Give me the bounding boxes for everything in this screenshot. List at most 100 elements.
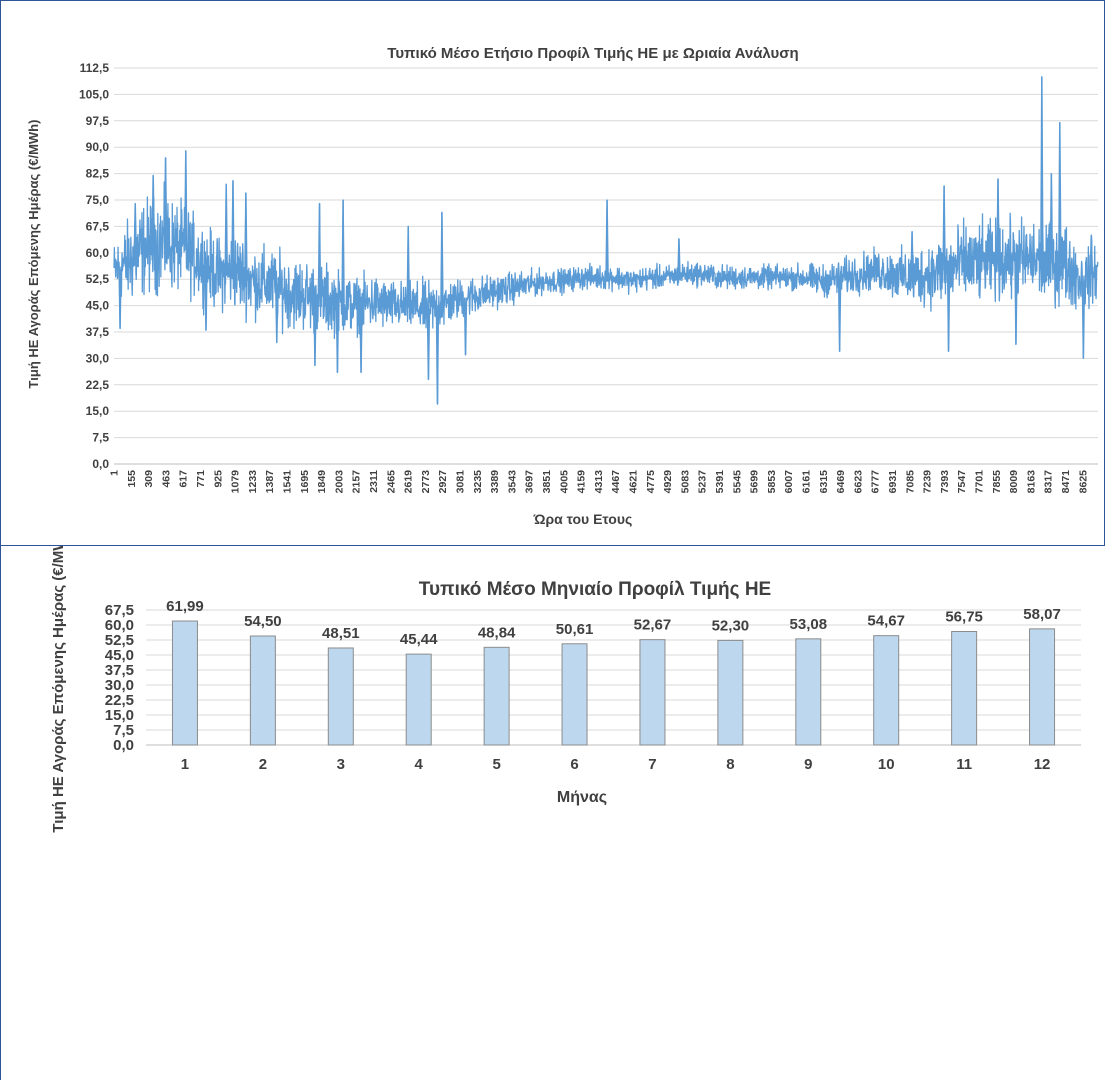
monthly-x-tick-label: 8 bbox=[726, 756, 734, 773]
hourly-y-tick-label: 15,0 bbox=[86, 404, 110, 418]
hourly-x-tick-label: 8317 bbox=[1043, 470, 1055, 494]
hourly-x-tick-label: 5699 bbox=[749, 470, 761, 494]
monthly-bar-value-label: 48,51 bbox=[322, 625, 360, 642]
hourly-x-tick-label: 2465 bbox=[385, 470, 397, 494]
hourly-x-tick-label: 155 bbox=[126, 470, 138, 488]
hourly-x-tick-label: 5083 bbox=[679, 470, 691, 494]
hourly-x-tick-label: 5545 bbox=[731, 470, 743, 494]
hourly-x-tick-label: 2619 bbox=[403, 470, 415, 494]
hourly-y-tick-label: 60,0 bbox=[86, 246, 110, 260]
hourly-x-tick-label: 4467 bbox=[610, 470, 622, 494]
hourly-x-tick-label: 8009 bbox=[1008, 470, 1020, 494]
hourly-x-tick-label: 5853 bbox=[766, 470, 778, 494]
monthly-y-tick-label: 7,5 bbox=[113, 722, 134, 739]
hourly-x-tick-label: 2003 bbox=[333, 470, 345, 494]
monthly-bar-value-label: 58,07 bbox=[1023, 606, 1061, 623]
hourly-y-tick-label: 97,5 bbox=[86, 114, 110, 128]
monthly-x-tick-label: 12 bbox=[1034, 756, 1051, 773]
hourly-y-tick-label: 45,0 bbox=[86, 299, 110, 313]
monthly-x-tick-label: 6 bbox=[570, 756, 578, 773]
monthly-bar bbox=[483, 646, 510, 746]
monthly-y-tick-label: 45,0 bbox=[105, 647, 134, 664]
monthly-bar bbox=[405, 653, 432, 746]
hourly-y-tick-label: 37,5 bbox=[86, 325, 110, 339]
monthly-y-tick-label: 52,5 bbox=[105, 632, 134, 649]
monthly-bar bbox=[1029, 628, 1056, 746]
hourly-x-tick-label: 1387 bbox=[264, 470, 276, 494]
hourly-price-line-chart: Τυπικό Μέσο Ετήσιο Προφίλ Τιμής ΗΕ με Ωρ… bbox=[26, 45, 1099, 527]
hourly-x-tick-label: 463 bbox=[160, 470, 172, 488]
hourly-x-tick-label: 925 bbox=[212, 470, 224, 488]
hourly-x-tick-label: 4775 bbox=[645, 470, 657, 494]
hourly-x-tick-label: 3235 bbox=[472, 470, 484, 494]
monthly-price-chart-panel: Τυπικό Μέσο Μηνιαίο Προφίλ Τιμής ΗΕ Μήνα… bbox=[0, 545, 1105, 1080]
monthly-chart-title: Τυπικό Μέσο Μηνιαίο Προφίλ Τιμής ΗΕ bbox=[419, 579, 771, 600]
hourly-y-tick-label: 30,0 bbox=[86, 351, 110, 365]
hourly-x-tick-label: 1 bbox=[109, 470, 121, 476]
monthly-x-tick-label: 10 bbox=[878, 756, 895, 773]
monthly-x-tick-label: 2 bbox=[259, 756, 267, 773]
hourly-x-tick-label: 7239 bbox=[922, 470, 934, 494]
hourly-x-tick-label: 3851 bbox=[541, 470, 553, 494]
hourly-price-chart-panel: Τυπικό Μέσο Ετήσιο Προφίλ Τιμής ΗΕ με Ωρ… bbox=[0, 0, 1105, 545]
hourly-x-tick-label: 1849 bbox=[316, 470, 328, 494]
hourly-y-tick-label: 75,0 bbox=[86, 193, 110, 207]
monthly-bar bbox=[639, 639, 666, 746]
monthly-chart-y-axis-label: Τιμή ΗΕ Αγοράς Επόμενης Ημέρας (€/MWh) bbox=[50, 546, 67, 833]
hourly-x-tick-label: 4005 bbox=[558, 470, 570, 494]
monthly-bar bbox=[171, 620, 198, 746]
hourly-x-tick-label: 1695 bbox=[299, 470, 311, 494]
monthly-bar bbox=[795, 638, 822, 746]
hourly-x-tick-label: 7701 bbox=[974, 470, 986, 494]
monthly-bar bbox=[717, 639, 744, 746]
hourly-y-tick-label: 22,5 bbox=[86, 378, 110, 392]
hourly-x-tick-label: 5237 bbox=[697, 470, 709, 494]
hourly-y-tick-label: 112,5 bbox=[80, 61, 110, 75]
hourly-x-tick-label: 4159 bbox=[576, 470, 588, 494]
hourly-price-series-line bbox=[113, 76, 1099, 405]
hourly-chart-x-axis-label: Ώρα του Ετους bbox=[533, 511, 633, 527]
monthly-bar-value-label: 53,08 bbox=[790, 616, 828, 633]
hourly-x-tick-label: 5391 bbox=[714, 470, 726, 494]
monthly-x-tick-label: 3 bbox=[337, 756, 345, 773]
hourly-y-tick-label: 90,0 bbox=[86, 140, 110, 154]
monthly-bar bbox=[249, 635, 276, 746]
monthly-bar-value-label: 52,67 bbox=[634, 617, 672, 634]
monthly-bar-value-label: 56,75 bbox=[945, 609, 983, 626]
hourly-x-tick-label: 3543 bbox=[506, 470, 518, 494]
monthly-y-tick-label: 60,0 bbox=[105, 617, 134, 634]
hourly-x-tick-label: 4313 bbox=[593, 470, 605, 494]
monthly-x-tick-label: 4 bbox=[415, 756, 424, 773]
hourly-x-tick-label: 7547 bbox=[956, 470, 968, 494]
hourly-x-tick-label: 8625 bbox=[1077, 470, 1089, 494]
monthly-bar bbox=[951, 631, 978, 746]
monthly-x-tick-label: 7 bbox=[648, 756, 656, 773]
hourly-y-tick-label: 7,5 bbox=[92, 431, 109, 445]
monthly-bar-value-label: 48,84 bbox=[478, 624, 516, 641]
hourly-y-tick-label: 105,0 bbox=[79, 87, 109, 101]
hourly-y-tick-label: 67,5 bbox=[86, 219, 110, 233]
hourly-x-tick-label: 6315 bbox=[818, 470, 830, 494]
hourly-x-tick-label: 7085 bbox=[904, 470, 916, 494]
monthly-y-tick-label: 22,5 bbox=[105, 692, 134, 709]
hourly-x-tick-label: 6623 bbox=[852, 470, 864, 494]
hourly-x-tick-label: 2311 bbox=[368, 470, 380, 493]
hourly-x-tick-label: 3389 bbox=[489, 470, 501, 494]
monthly-bar bbox=[873, 635, 900, 746]
monthly-x-tick-label: 1 bbox=[181, 756, 189, 773]
hourly-x-tick-label: 309 bbox=[143, 470, 155, 488]
monthly-y-tick-label: 30,0 bbox=[105, 677, 134, 694]
monthly-bar-value-label: 54,50 bbox=[244, 613, 282, 630]
monthly-y-tick-label: 15,0 bbox=[105, 707, 134, 724]
hourly-x-tick-label: 7393 bbox=[939, 470, 951, 494]
monthly-chart-x-axis-label: Μήνας bbox=[557, 789, 607, 806]
hourly-x-tick-label: 3081 bbox=[455, 470, 467, 494]
monthly-bar-value-label: 50,61 bbox=[556, 621, 594, 638]
monthly-bar bbox=[327, 647, 354, 746]
monthly-bar-value-label: 54,67 bbox=[867, 613, 905, 630]
hourly-x-tick-label: 6931 bbox=[887, 470, 899, 494]
hourly-x-tick-label: 2157 bbox=[351, 470, 363, 494]
hourly-x-tick-label: 4929 bbox=[662, 470, 674, 494]
hourly-y-tick-label: 0,0 bbox=[92, 457, 109, 471]
hourly-x-tick-label: 3697 bbox=[524, 470, 536, 494]
